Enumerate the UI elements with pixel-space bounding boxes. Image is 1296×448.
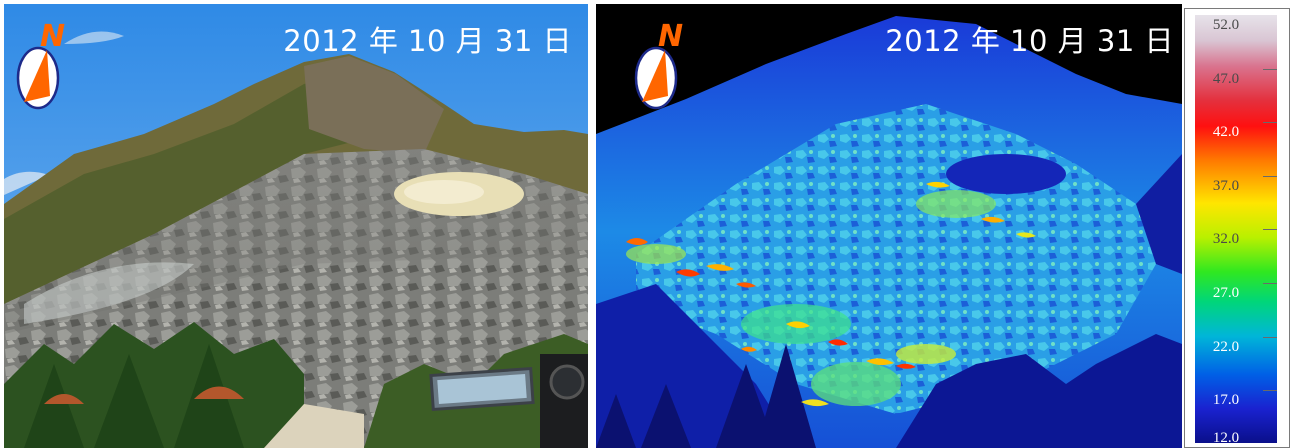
north-arrow-compass-icon-thermal: N bbox=[632, 16, 690, 112]
scale-tick bbox=[1263, 337, 1277, 338]
scale-tick bbox=[1263, 69, 1277, 70]
thermal-image-panel: N 2012 年 10 月 31 日 bbox=[596, 4, 1182, 448]
thermal-date-label: 2012 年 10 月 31 日 bbox=[885, 24, 1174, 58]
scale-label: 42.0 bbox=[1212, 124, 1240, 140]
scale-label: 37.0 bbox=[1212, 178, 1240, 194]
photo-date-label: 2012 年 10 月 31 日 bbox=[283, 24, 572, 58]
scale-label: 32.0 bbox=[1212, 231, 1240, 247]
scale-label: 52.0 bbox=[1212, 17, 1240, 33]
scale-tick bbox=[1263, 390, 1277, 391]
scale-label: 12.0 bbox=[1212, 430, 1240, 446]
scale-label: 17.0 bbox=[1212, 392, 1240, 408]
mountain-photo bbox=[4, 4, 588, 448]
scale-tick bbox=[1263, 283, 1277, 284]
visible-photo-panel: N 2012 年 10 月 31 日 bbox=[4, 4, 588, 448]
scale-tick bbox=[1263, 229, 1277, 230]
thermal-image bbox=[596, 4, 1182, 448]
north-arrow-compass-icon: N bbox=[14, 16, 72, 112]
scale-label: 22.0 bbox=[1212, 339, 1240, 355]
temperature-scale: 52.0 47.0 42.0 37.0 32.0 27.0 22.0 17.0 … bbox=[1184, 8, 1290, 448]
scale-label: 27.0 bbox=[1212, 285, 1240, 301]
scale-label: 47.0 bbox=[1212, 71, 1240, 87]
scale-tick bbox=[1263, 122, 1277, 123]
scale-tick bbox=[1263, 176, 1277, 177]
